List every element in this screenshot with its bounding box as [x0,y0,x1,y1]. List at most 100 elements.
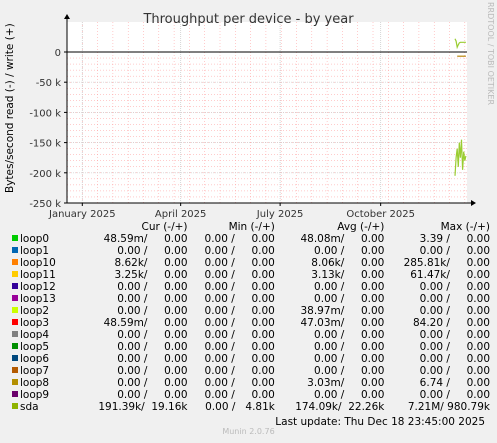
legend-swatch [12,367,18,373]
legend-min: 0.00 / 0.00 [204,353,275,365]
legend-row: loop5 0.00 / 0.00 0.00 / 0.00 0.00 / 0.00 0.… [12,341,490,353]
legend-min: 0.00 / 0.00 [204,257,275,269]
legend-header-cur: Cur (-/+) [141,221,188,233]
legend-row: loop8 0.00 / 0.00 0.00 / 0.00 3.03m/ 0.00 6.… [12,377,490,389]
legend-min: 0.00 / 4.81k [205,401,275,413]
legend-row: sda 191.39k/ 19.16k 0.00 / 4.81k 174.09k/ 2… [12,401,490,413]
legend-swatch [12,259,18,265]
legend-series-name: loop7 [20,365,50,377]
legend-min: 0.00 / 0.00 [204,233,275,245]
legend-avg: 48.08m/ 0.00 [300,233,385,245]
legend-max: 84.20 / 0.00 [412,317,490,329]
y-axis-label: Bytes/second read (-) / write (+) [4,23,16,193]
legend-series-name: loop1 [20,245,50,257]
series-line-sda [454,38,466,50]
legend-header-avg: Avg (-/+) [337,221,385,233]
legend-avg: 0.00 / 0.00 [314,245,385,257]
y-tick-label: -50 k [36,78,62,89]
legend-swatch [12,271,18,277]
legend-cur: 0.00 / 0.00 [117,329,188,341]
legend-avg: 0.00 / 0.00 [314,341,385,353]
legend-header-row: Cur (-/+) Min (-/+) Avg (-/+) Max (-/+) [12,221,490,233]
legend-cur: 0.00 / 0.00 [117,389,188,401]
legend-min: 0.00 / 0.00 [204,317,275,329]
legend-table: Cur (-/+) Min (-/+) Avg (-/+) Max (-/+) … [12,221,490,413]
legend-avg: 3.03m/ 0.00 [307,377,385,389]
legend-max: 0.00 / 0.00 [419,293,490,305]
legend-max: 285.81k/ 0.00 [403,257,490,269]
legend-avg: 0.00 / 0.00 [314,365,385,377]
x-tick-label: April 2025 [155,209,206,220]
y-tick-label: 0 [55,48,61,59]
munin-version: Munin 2.0.76 [222,427,275,436]
y-tick-label: -150 k [29,139,61,150]
legend-max: 0.00 / 0.00 [419,305,490,317]
legend-avg: 8.06k/ 0.00 [311,257,385,269]
legend-min: 0.00 / 0.00 [204,377,275,389]
legend-avg: 47.03m/ 0.00 [300,317,385,329]
legend-cur: 0.00 / 0.00 [117,305,188,317]
legend-max: 0.00 / 0.00 [419,341,490,353]
legend-max: 6.74 / 0.00 [419,377,490,389]
legend-avg: 0.00 / 0.00 [314,281,385,293]
legend-row: loop9 0.00 / 0.00 0.00 / 0.00 0.00 / 0.00 0.… [12,389,490,401]
series-line-sda [454,139,467,176]
legend-swatch [12,247,18,253]
legend-swatch [12,319,18,325]
legend-avg: 3.13k/ 0.00 [311,269,385,281]
legend-row: loop13 0.00 / 0.00 0.00 / 0.00 0.00 / 0.00 0… [12,293,490,305]
legend-series-name: loop0 [20,233,50,245]
legend-swatch [12,343,18,349]
legend-row: loop12 0.00 / 0.00 0.00 / 0.00 0.00 / 0.00 0… [12,281,490,293]
legend-cur: 0.00 / 0.00 [117,245,188,257]
legend-max: 3.39 / 0.00 [419,233,490,245]
rrdtool-watermark-wrap: RRDTOOL / TOBI OETIKER [485,2,495,202]
legend-avg: 174.09k/ 22.26k [295,401,385,413]
legend-series-name: loop13 [20,293,56,305]
legend-cur: 0.00 / 0.00 [117,281,188,293]
legend-row: loop4 0.00 / 0.00 0.00 / 0.00 0.00 / 0.00 0.… [12,329,490,341]
legend-min: 0.00 / 0.00 [204,365,275,377]
legend-series-name: loop2 [20,305,50,317]
legend-cur: 48.59m/ 0.00 [103,317,188,329]
legend-max: 0.00 / 0.00 [419,329,490,341]
legend-swatch [12,391,18,397]
series-lines [454,38,467,176]
legend-series-name: sda [20,401,39,413]
legend-max: 0.00 / 0.00 [419,245,490,257]
legend-swatch [12,235,18,241]
legend-series-name: loop6 [20,353,50,365]
legend-cur: 191.39k/ 19.16k [98,401,188,413]
legend-series-name: loop11 [20,269,56,281]
legend-series-name: loop3 [20,317,50,329]
legend-min: 0.00 / 0.00 [204,269,275,281]
legend-series-name: loop10 [20,257,56,269]
x-axis-arrow [471,200,476,206]
legend-swatch [12,379,18,385]
legend-max: 0.00 / 0.00 [419,353,490,365]
legend-max: 0.00 / 0.00 [419,281,490,293]
last-update: Last update: Thu Dec 18 23:45:00 2025 [275,416,485,428]
legend-series-name: loop5 [20,341,50,353]
legend-swatch [12,295,18,301]
legend-cur: 48.59m/ 0.00 [103,233,188,245]
legend-series-name: loop8 [20,377,50,389]
legend-max: 0.00 / 0.00 [419,389,490,401]
legend-series-name: loop4 [20,329,50,341]
y-axis-ticks: 0 -50 k -100 k -150 k -200 k -250 k [29,48,467,210]
legend-header-max: Max (-/+) [440,221,490,233]
x-tick-label: January 2025 [48,209,116,220]
legend-row: loop11 3.25k/ 0.00 0.00 / 0.00 3.13k/ 0.00 6… [12,269,490,281]
legend-avg: 0.00 / 0.00 [314,293,385,305]
legend-min: 0.00 / 0.00 [204,293,275,305]
legend-swatch [12,283,18,289]
y-axis-arrow [64,14,70,19]
legend-series-name: loop12 [20,281,56,293]
legend-cur: 0.00 / 0.00 [117,377,188,389]
legend-cur: 0.00 / 0.00 [117,341,188,353]
legend-min: 0.00 / 0.00 [204,305,275,317]
y-tick-label: -100 k [29,108,61,119]
legend-row: loop0 48.59m/ 0.00 0.00 / 0.00 48.08m/ 0.00… [12,233,490,245]
legend-avg: 0.00 / 0.00 [314,329,385,341]
legend-series-name: loop9 [20,389,50,401]
